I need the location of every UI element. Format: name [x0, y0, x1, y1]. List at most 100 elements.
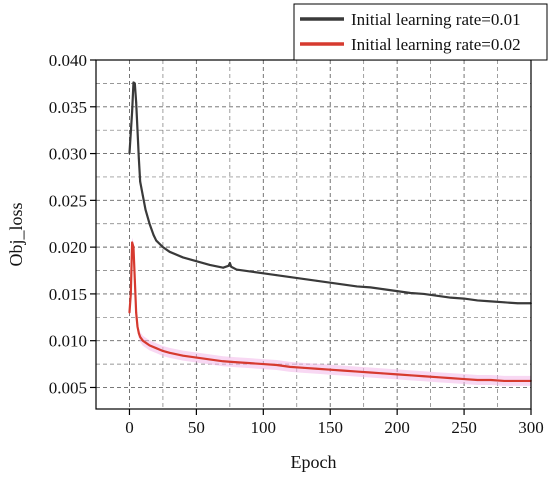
series-1-point: [230, 265, 233, 268]
series-1-point: [342, 283, 345, 286]
series-1-point: [139, 180, 142, 183]
series-1-point: [409, 292, 412, 294]
y-tick-label: 0.015: [49, 285, 87, 304]
series-1-point: [135, 101, 138, 104]
series-2-point: [136, 325, 139, 328]
series-1-point: [162, 246, 164, 249]
series-2-point: [235, 361, 238, 364]
series-2-point: [148, 344, 151, 347]
series-1-point: [449, 296, 452, 299]
series-1-point: [208, 264, 211, 266]
x-axis-label: Epoch: [291, 452, 337, 472]
y-tick-label: 0.010: [49, 332, 87, 351]
series-1-point: [315, 279, 318, 282]
y-tick-label: 0.025: [49, 191, 87, 210]
series-2-point: [315, 367, 318, 370]
y-tick-label: 0.035: [49, 98, 87, 117]
series-2-point: [131, 241, 134, 244]
series-2-point: [222, 360, 225, 363]
series-2-point: [476, 379, 479, 381]
series-1-point: [329, 281, 332, 284]
plot-area: [128, 81, 532, 386]
series-2-point: [396, 373, 399, 376]
series-1-point: [463, 297, 465, 300]
series-2-point: [356, 370, 358, 373]
legend-label-1: Initial learning rate=0.01: [351, 10, 521, 29]
grid: [96, 59, 532, 409]
series-1-point: [222, 266, 225, 269]
series-2-point: [516, 380, 519, 382]
series-2-point: [182, 354, 184, 357]
series-2-point: [382, 372, 385, 375]
series-1-point: [144, 208, 147, 211]
series-1-point: [141, 194, 144, 197]
series-2-point: [139, 336, 142, 338]
series-1-point: [132, 81, 135, 84]
series-1-point: [289, 276, 291, 278]
x-tick-label: 200: [384, 418, 410, 437]
series-1-point: [476, 299, 479, 302]
series-2-point: [262, 363, 265, 365]
series-2-line: [128, 241, 531, 383]
x-tick-label: 0: [125, 418, 134, 437]
y-tick-label: 0.030: [49, 145, 87, 164]
series-2-point: [132, 246, 135, 249]
series-2-point: [128, 311, 131, 314]
series-2-point: [137, 332, 140, 335]
series-2-point: [155, 347, 158, 350]
series-2-point: [302, 366, 305, 369]
x-tick-label: 50: [188, 418, 205, 437]
series-1-point: [436, 294, 439, 297]
series-1-point: [227, 264, 230, 267]
series-2-point: [369, 371, 372, 374]
series-1-point: [423, 293, 425, 295]
x-tick-label: 100: [251, 418, 277, 437]
series-1-point: [155, 239, 158, 242]
legend: Initial learning rate=0.01 Initial learni…: [293, 3, 548, 61]
legend-label-2: Initial learning rate=0.02: [351, 35, 521, 54]
series-1-point: [136, 129, 139, 132]
series-2-point: [275, 364, 278, 366]
series-1-point: [128, 152, 131, 155]
series-1-point: [396, 290, 399, 293]
axes: 0 50 100 150 200 250 300 0.005 0.010 0.015 0.020 0.…: [49, 51, 544, 437]
series-1-point: [489, 300, 492, 303]
series-2-point: [195, 356, 198, 359]
series-1-point: [382, 288, 385, 291]
series-2-point: [168, 351, 171, 354]
series-2-point: [162, 350, 164, 352]
series-1-point: [503, 301, 506, 304]
series-2-point: [249, 362, 251, 365]
y-tick-label: 0.005: [49, 378, 87, 397]
series-2-point: [503, 380, 506, 382]
series-1-point: [369, 286, 372, 289]
series-1-point: [148, 222, 151, 225]
series-1-point: [195, 260, 198, 263]
series-2-point: [489, 379, 492, 381]
series-1-point: [302, 278, 305, 280]
x-tick-label: 250: [451, 418, 477, 437]
series-1-point: [249, 270, 251, 273]
series-2-point: [409, 374, 412, 377]
series-2-point: [129, 293, 132, 295]
y-tick-label: 0.020: [49, 238, 87, 257]
series-2-point: [133, 278, 136, 281]
x-tick-label: 150: [317, 418, 343, 437]
series-1-point: [152, 234, 155, 236]
series-2-point: [329, 368, 332, 371]
series-1-point: [275, 274, 278, 277]
series-1-point: [182, 256, 184, 259]
series-2-point: [208, 358, 211, 361]
series-1-point: [516, 302, 519, 305]
series-2-point: [463, 378, 465, 380]
y-tick-label: 0.040: [49, 51, 87, 70]
series-1-point: [356, 285, 358, 288]
series-2-point: [436, 376, 439, 379]
plot-frame: [95, 59, 532, 410]
series-2-point: [423, 375, 425, 378]
series-2-point: [342, 369, 345, 372]
series-1-point: [262, 272, 265, 275]
series-1-point: [168, 250, 171, 253]
series-1-point: [228, 262, 231, 264]
